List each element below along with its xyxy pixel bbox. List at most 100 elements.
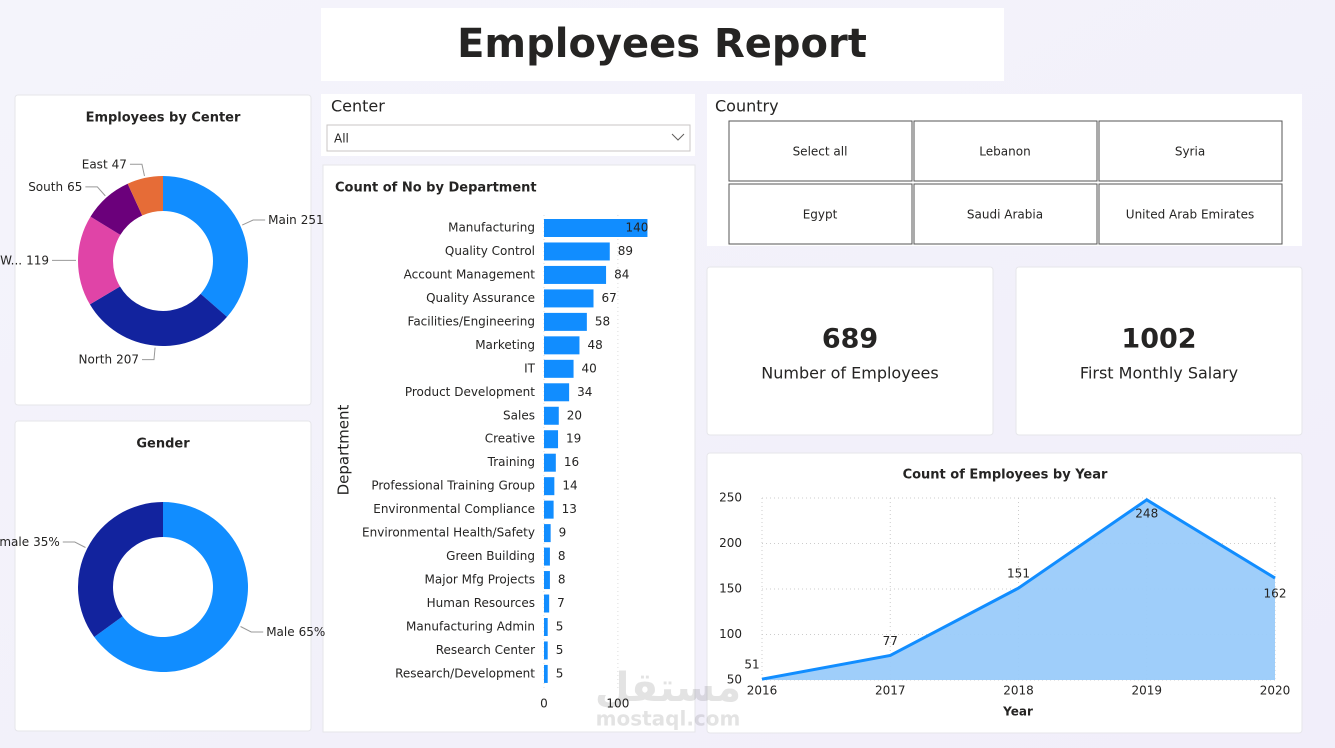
y-tick-label: 150 <box>719 582 742 596</box>
y-tick-label: Manufacturing <box>448 221 535 235</box>
x-tick-label: 2016 <box>747 684 778 698</box>
y-tick-label: Green Building <box>446 549 535 563</box>
bar <box>544 359 574 378</box>
bar <box>544 571 550 590</box>
slicer-option: Egypt <box>803 208 838 222</box>
donut-slice <box>127 176 163 216</box>
y-tick-label: Research Center <box>436 643 535 657</box>
slicer-title: Center <box>331 97 385 116</box>
y-tick-label: Professional Training Group <box>371 479 535 493</box>
slicer-option: Syria <box>1175 145 1205 159</box>
y-tick-label: Quality Control <box>445 244 535 258</box>
y-tick-label: Manufacturing Admin <box>406 619 535 633</box>
data-label: 40 <box>582 361 597 375</box>
y-tick-label: Account Management <box>404 267 536 281</box>
chart-title: Employees by Center <box>86 111 241 126</box>
leader-line <box>240 626 264 633</box>
y-tick-label: Research/Development <box>395 666 535 680</box>
dropdown[interactable] <box>326 124 691 152</box>
data-label: Main 251 <box>268 213 324 227</box>
y-tick-label: 250 <box>719 491 742 505</box>
leader-line <box>141 347 156 361</box>
label-value: 65 <box>67 179 82 193</box>
leader-line <box>85 186 106 197</box>
data-label: 20 <box>567 408 582 422</box>
y-tick-label: 50 <box>727 673 742 687</box>
label-value: 251 <box>301 213 324 227</box>
bar <box>544 500 554 519</box>
y-tick-label: Sales <box>503 408 535 422</box>
leader-line <box>62 541 86 548</box>
data-label: 16 <box>564 455 579 469</box>
slicer-option: Saudi Arabia <box>967 208 1043 222</box>
data-label: 14 <box>562 479 577 493</box>
card-value: 689 <box>822 324 878 355</box>
y-tick-label: Training <box>487 455 535 469</box>
panel <box>14 420 312 732</box>
data-label: North 207 <box>79 352 139 366</box>
y-tick-label: Creative <box>485 432 535 446</box>
dropdown-value: All <box>334 132 349 146</box>
data-label: 5 <box>556 619 564 633</box>
slicer-button[interactable] <box>1098 120 1283 182</box>
slicer-button[interactable] <box>728 183 913 245</box>
y-tick-label: Environmental Compliance <box>373 502 535 516</box>
data-label: 248 <box>1135 506 1158 520</box>
card-value: 1002 <box>1121 324 1196 355</box>
bar <box>544 453 556 472</box>
y-tick-label: 200 <box>719 536 742 550</box>
label-category: W... <box>0 253 22 267</box>
data-label: 5 <box>556 643 564 657</box>
panel <box>706 266 994 436</box>
data-label: 19 <box>566 432 581 446</box>
label-category: Main <box>268 213 297 227</box>
data-label: 9 <box>559 526 567 540</box>
bar <box>544 406 559 425</box>
label-category: North <box>79 352 113 366</box>
bar <box>544 430 559 449</box>
x-tick-label: 0 <box>540 697 548 711</box>
bar <box>544 641 548 660</box>
bar <box>544 312 587 331</box>
y-tick-label: 100 <box>719 627 742 641</box>
slicer-button[interactable] <box>913 120 1098 182</box>
donut-slice <box>90 183 143 235</box>
data-label: South 65 <box>28 179 82 193</box>
title-box <box>321 8 1004 81</box>
label-category: South <box>28 179 63 193</box>
x-tick-label: 2019 <box>1131 684 1162 698</box>
slicer-button[interactable] <box>913 183 1098 245</box>
label-category: East <box>82 157 108 171</box>
data-label: 89 <box>618 244 633 258</box>
data-label: 151 <box>1007 567 1030 581</box>
watermark: مستقل <box>595 665 741 711</box>
charts: Select all Lebanon Syria Egypt Saudi Arabia U… <box>0 111 1290 719</box>
slicer-option: Select all <box>793 145 848 159</box>
report-title: Employees Report <box>457 21 867 67</box>
watermark: mostaql.com <box>596 707 741 731</box>
bar <box>544 242 610 261</box>
chart-title: Gender <box>136 437 190 452</box>
data-label: 162 <box>1264 587 1287 601</box>
bar <box>544 664 548 683</box>
label-value: 65% <box>299 624 326 638</box>
data-label: 5 <box>556 666 564 680</box>
bar <box>544 594 550 613</box>
x-tick-label: 2020 <box>1260 684 1291 698</box>
bar <box>544 265 607 284</box>
y-tick-label: Marketing <box>475 338 535 352</box>
slicer-button[interactable] <box>1098 183 1283 245</box>
slicer-option: Lebanon <box>979 145 1030 159</box>
card-label: Number of Employees <box>761 364 938 383</box>
bar <box>544 383 570 402</box>
data-label: Female 35% <box>0 535 60 549</box>
card-label: First Monthly Salary <box>1080 364 1238 383</box>
x-tick-label: 2017 <box>875 684 906 698</box>
donut-slice <box>163 176 249 317</box>
y-tick-label: Environmental Health/Safety <box>362 526 535 540</box>
bar <box>544 289 594 308</box>
donut-slice <box>77 216 121 305</box>
panel <box>14 94 312 406</box>
slicer-button[interactable] <box>728 120 913 182</box>
